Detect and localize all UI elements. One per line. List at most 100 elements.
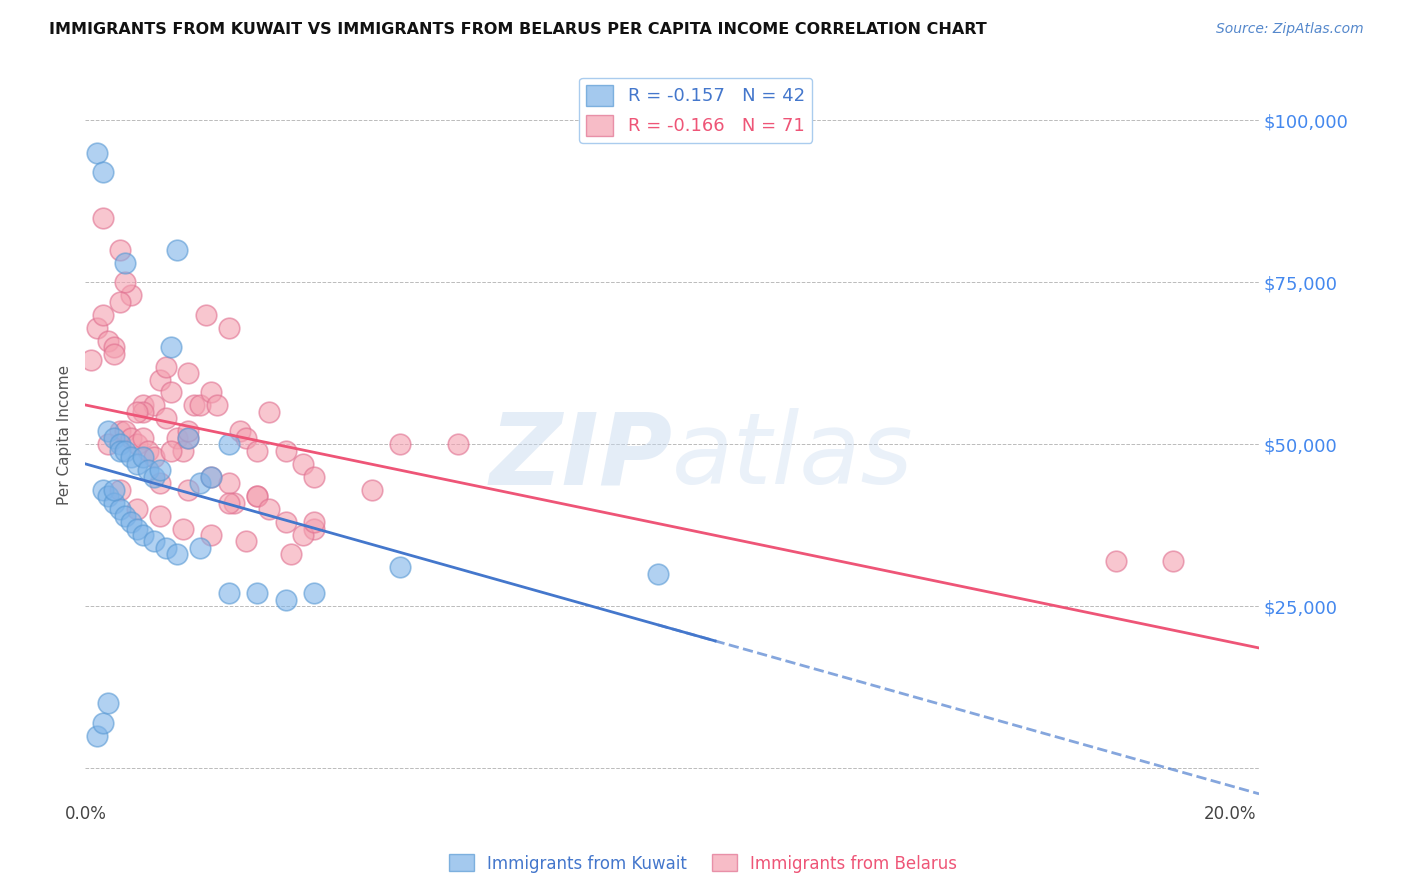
Point	[108, 437, 131, 451]
Point	[200, 469, 222, 483]
Point	[97, 334, 120, 348]
Point	[149, 476, 172, 491]
Point	[114, 276, 136, 290]
Point	[200, 469, 222, 483]
Point	[166, 548, 188, 562]
Point	[143, 450, 166, 465]
Point	[149, 508, 172, 523]
Point	[91, 715, 114, 730]
Point	[143, 534, 166, 549]
Point	[103, 340, 125, 354]
Point	[235, 534, 257, 549]
Point	[166, 431, 188, 445]
Point	[86, 729, 108, 743]
Point	[138, 463, 160, 477]
Point	[1161, 554, 1184, 568]
Point	[205, 399, 228, 413]
Legend: Immigrants from Kuwait, Immigrants from Belarus: Immigrants from Kuwait, Immigrants from …	[441, 847, 965, 880]
Point	[218, 586, 240, 600]
Point	[274, 592, 297, 607]
Point	[108, 425, 131, 439]
Point	[114, 443, 136, 458]
Point	[143, 399, 166, 413]
Point	[177, 366, 200, 380]
Point	[160, 443, 183, 458]
Point	[291, 457, 314, 471]
Point	[1105, 554, 1128, 568]
Point	[91, 165, 114, 179]
Point	[194, 308, 217, 322]
Point	[108, 443, 131, 458]
Text: IMMIGRANTS FROM KUWAIT VS IMMIGRANTS FROM BELARUS PER CAPITA INCOME CORRELATION : IMMIGRANTS FROM KUWAIT VS IMMIGRANTS FRO…	[49, 22, 987, 37]
Point	[257, 405, 280, 419]
Point	[218, 437, 240, 451]
Point	[103, 495, 125, 509]
Point	[125, 522, 148, 536]
Point	[155, 541, 177, 555]
Point	[177, 425, 200, 439]
Point	[389, 437, 412, 451]
Point	[188, 399, 211, 413]
Point	[120, 288, 142, 302]
Text: atlas: atlas	[672, 408, 914, 505]
Point	[131, 405, 153, 419]
Point	[166, 243, 188, 257]
Point	[177, 431, 200, 445]
Point	[91, 483, 114, 497]
Point	[86, 320, 108, 334]
Point	[149, 463, 172, 477]
Point	[200, 385, 222, 400]
Point	[304, 586, 326, 600]
Point	[218, 495, 240, 509]
Point	[274, 443, 297, 458]
Point	[103, 431, 125, 445]
Point	[91, 211, 114, 225]
Point	[183, 399, 205, 413]
Point	[280, 548, 302, 562]
Point	[114, 425, 136, 439]
Point	[246, 489, 269, 503]
Text: ZIP: ZIP	[489, 408, 672, 505]
Point	[304, 515, 326, 529]
Point	[304, 469, 326, 483]
Point	[91, 308, 114, 322]
Point	[246, 443, 269, 458]
Point	[246, 489, 269, 503]
Point	[97, 425, 120, 439]
Point	[155, 411, 177, 425]
Point	[108, 243, 131, 257]
Point	[246, 586, 269, 600]
Point	[188, 476, 211, 491]
Point	[103, 346, 125, 360]
Point	[80, 353, 103, 368]
Point	[131, 450, 153, 465]
Point	[125, 502, 148, 516]
Point	[108, 502, 131, 516]
Point	[446, 437, 468, 451]
Point	[274, 515, 297, 529]
Point	[160, 385, 183, 400]
Point	[131, 399, 153, 413]
Point	[235, 431, 257, 445]
Point	[177, 431, 200, 445]
Point	[160, 340, 183, 354]
Point	[218, 476, 240, 491]
Point	[86, 145, 108, 160]
Point	[224, 495, 246, 509]
Point	[114, 508, 136, 523]
Point	[155, 359, 177, 374]
Y-axis label: Per Capita Income: Per Capita Income	[58, 365, 72, 505]
Point	[149, 372, 172, 386]
Point	[229, 425, 252, 439]
Point	[172, 522, 194, 536]
Point	[647, 566, 669, 581]
Point	[125, 457, 148, 471]
Point	[97, 489, 120, 503]
Point	[257, 502, 280, 516]
Point	[120, 431, 142, 445]
Point	[120, 515, 142, 529]
Point	[188, 541, 211, 555]
Text: Source: ZipAtlas.com: Source: ZipAtlas.com	[1216, 22, 1364, 37]
Point	[360, 483, 382, 497]
Point	[218, 320, 240, 334]
